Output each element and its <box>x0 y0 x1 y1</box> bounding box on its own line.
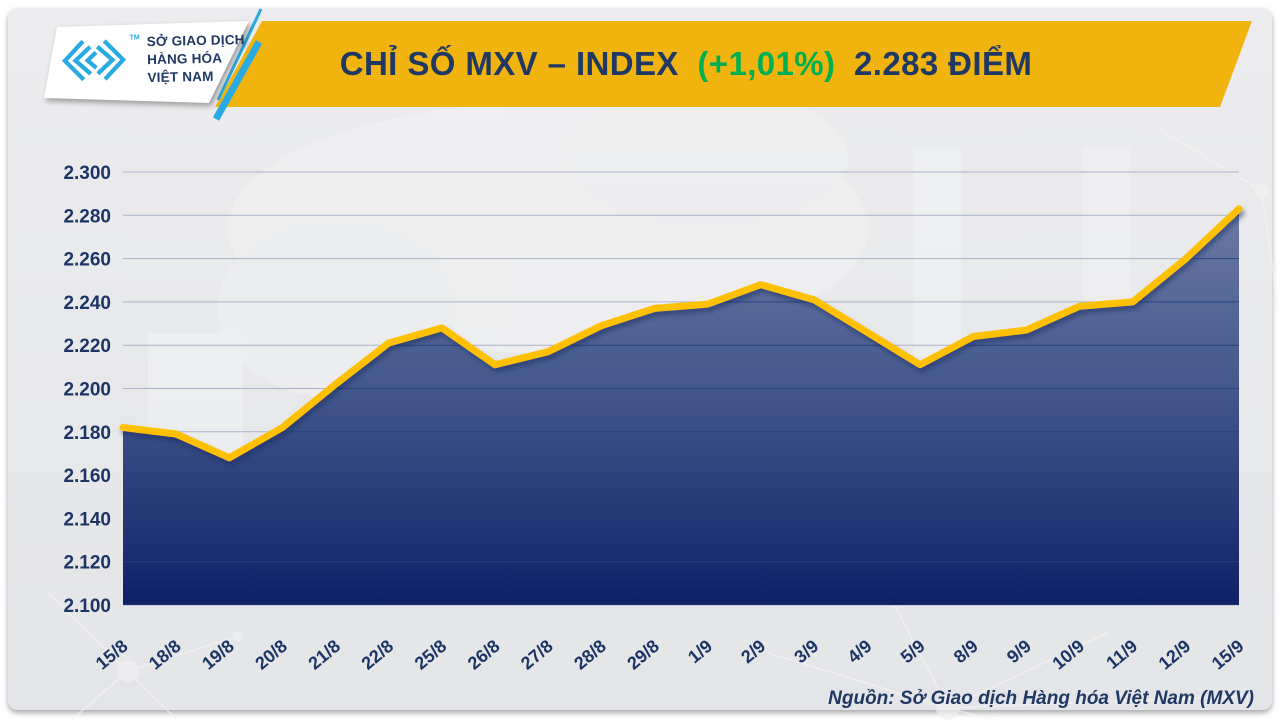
page-title: CHỈ SỐ MXV – INDEX (+1,01%) 2.283 ĐIỂM <box>340 45 1033 83</box>
svg-text:4/9: 4/9 <box>844 636 876 667</box>
svg-text:27/8: 27/8 <box>517 636 557 674</box>
svg-text:2.120: 2.120 <box>63 553 111 574</box>
svg-text:1/9: 1/9 <box>684 636 716 667</box>
title-index-value: 2.283 ĐIỂM <box>854 45 1033 82</box>
title-change-percent: (+1,01%) <box>697 45 836 82</box>
mxv-logo-icon <box>61 39 127 82</box>
svg-text:15/8: 15/8 <box>92 636 132 674</box>
svg-text:28/8: 28/8 <box>570 636 610 674</box>
svg-text:2.140: 2.140 <box>63 509 111 530</box>
svg-text:2.180: 2.180 <box>63 423 111 444</box>
title-banner: CHỈ SỐ MXV – INDEX (+1,01%) 2.283 ĐIỂM <box>215 21 1252 107</box>
svg-text:2.220: 2.220 <box>63 336 111 357</box>
logo-plate: TM SỞ GIAO DỊCH HÀNG HÓA VIỆT NAM <box>0 0 300 140</box>
svg-text:20/8: 20/8 <box>251 636 291 674</box>
svg-text:2.160: 2.160 <box>63 466 111 487</box>
svg-text:2.300: 2.300 <box>63 163 111 184</box>
svg-text:2.240: 2.240 <box>63 293 111 314</box>
svg-text:11/9: 11/9 <box>1102 636 1141 673</box>
svg-text:5/9: 5/9 <box>897 636 929 667</box>
svg-text:3/9: 3/9 <box>790 636 822 667</box>
svg-text:29/8: 29/8 <box>623 636 663 674</box>
svg-text:21/8: 21/8 <box>304 636 344 674</box>
svg-text:18/8: 18/8 <box>145 636 185 674</box>
svg-text:2.260: 2.260 <box>63 250 111 271</box>
svg-text:2/9: 2/9 <box>737 636 769 667</box>
svg-text:8/9: 8/9 <box>950 636 982 667</box>
svg-text:26/8: 26/8 <box>464 636 504 674</box>
title-main: CHỈ SỐ MXV – INDEX <box>339 45 679 82</box>
svg-text:9/9: 9/9 <box>1003 636 1035 667</box>
svg-text:22/8: 22/8 <box>358 636 398 674</box>
svg-text:2.200: 2.200 <box>63 380 111 401</box>
source-note: Nguồn: Sở Giao dịch Hàng hóa Việt Nam (M… <box>828 688 1254 709</box>
svg-text:25/8: 25/8 <box>411 636 451 674</box>
svg-text:19/8: 19/8 <box>198 636 238 674</box>
svg-text:2.280: 2.280 <box>63 206 111 227</box>
svg-text:10/9: 10/9 <box>1048 636 1088 674</box>
svg-text:2.100: 2.100 <box>63 596 111 617</box>
svg-text:15/9: 15/9 <box>1208 636 1248 674</box>
svg-text:12/9: 12/9 <box>1155 636 1195 674</box>
